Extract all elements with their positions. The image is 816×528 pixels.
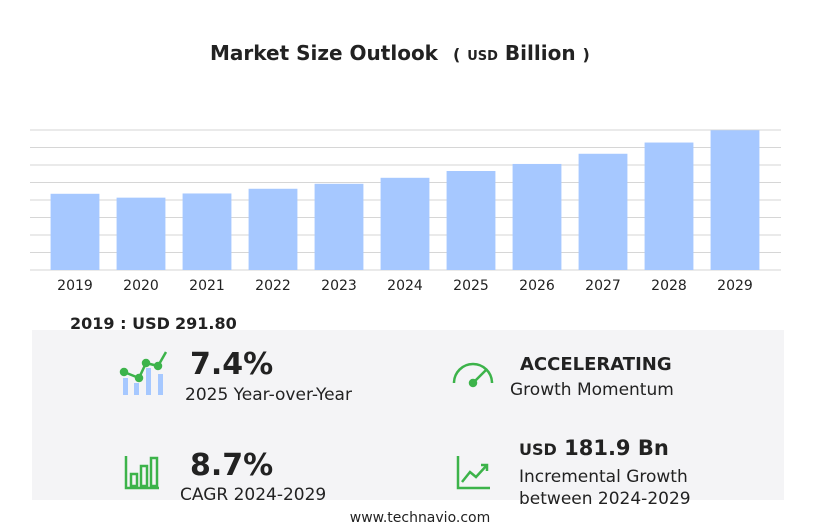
base-year-label: 2019 : USD xyxy=(70,314,170,333)
x-tick-label: 2024 xyxy=(387,278,423,294)
x-tick-label: 2029 xyxy=(717,278,753,294)
stat-value: ACCELERATING xyxy=(520,354,672,375)
x-tick-label: 2023 xyxy=(321,278,357,294)
footer: www.technavio.com xyxy=(350,510,491,526)
bar xyxy=(512,163,562,270)
x-tick-label: 2020 xyxy=(123,278,159,294)
stat-value: USD 181.9 Bn xyxy=(519,436,669,460)
bar xyxy=(644,142,694,270)
bar xyxy=(314,183,364,270)
chart-title: Market Size Outlook ( USD Billion ) xyxy=(210,41,590,65)
stat-value: 7.4% xyxy=(190,347,273,382)
bar xyxy=(116,197,166,270)
x-tick-label: 2021 xyxy=(189,278,225,294)
icon-bars xyxy=(124,456,159,490)
bar xyxy=(380,177,430,270)
stat-currency: USD xyxy=(519,440,557,459)
unit-paren: ( xyxy=(453,45,460,64)
stat-label: CAGR 2024-2029 xyxy=(180,485,326,505)
stat-label: Incremental Growth xyxy=(519,467,688,487)
x-tick-label: 2026 xyxy=(519,278,555,294)
base-year-value: 291.80 xyxy=(175,314,237,333)
bar xyxy=(50,193,100,270)
bar xyxy=(710,130,760,270)
bar xyxy=(446,171,496,270)
x-tick-label: 2025 xyxy=(453,278,489,294)
bar xyxy=(182,193,232,270)
x-tick-label: 2027 xyxy=(585,278,621,294)
x-tick-label: 2019 xyxy=(57,278,93,294)
icon-trend xyxy=(456,456,490,490)
stat-value: 8.7% xyxy=(190,448,273,483)
title-text: Market Size Outlook xyxy=(210,41,439,65)
x-tick-label: 2028 xyxy=(651,278,687,294)
icon-gauge xyxy=(452,362,494,388)
bar xyxy=(578,153,628,270)
unit-name: Billion xyxy=(505,41,576,65)
x-tick-label: 2022 xyxy=(255,278,291,294)
unit-currency: USD xyxy=(467,49,498,64)
unit-paren: ) xyxy=(583,45,590,64)
stat-label: between 2024-2029 xyxy=(519,489,691,509)
icon-growth xyxy=(119,351,168,395)
stat-label: 2025 Year-over-Year xyxy=(185,385,352,405)
plot: 2019 2020 2021 2022 2023 2024 2025 2026 2027 2028… xyxy=(30,129,781,294)
bar xyxy=(248,188,298,270)
stat-amount: 181.9 Bn xyxy=(564,436,669,460)
stat-label: Growth Momentum xyxy=(510,380,674,400)
